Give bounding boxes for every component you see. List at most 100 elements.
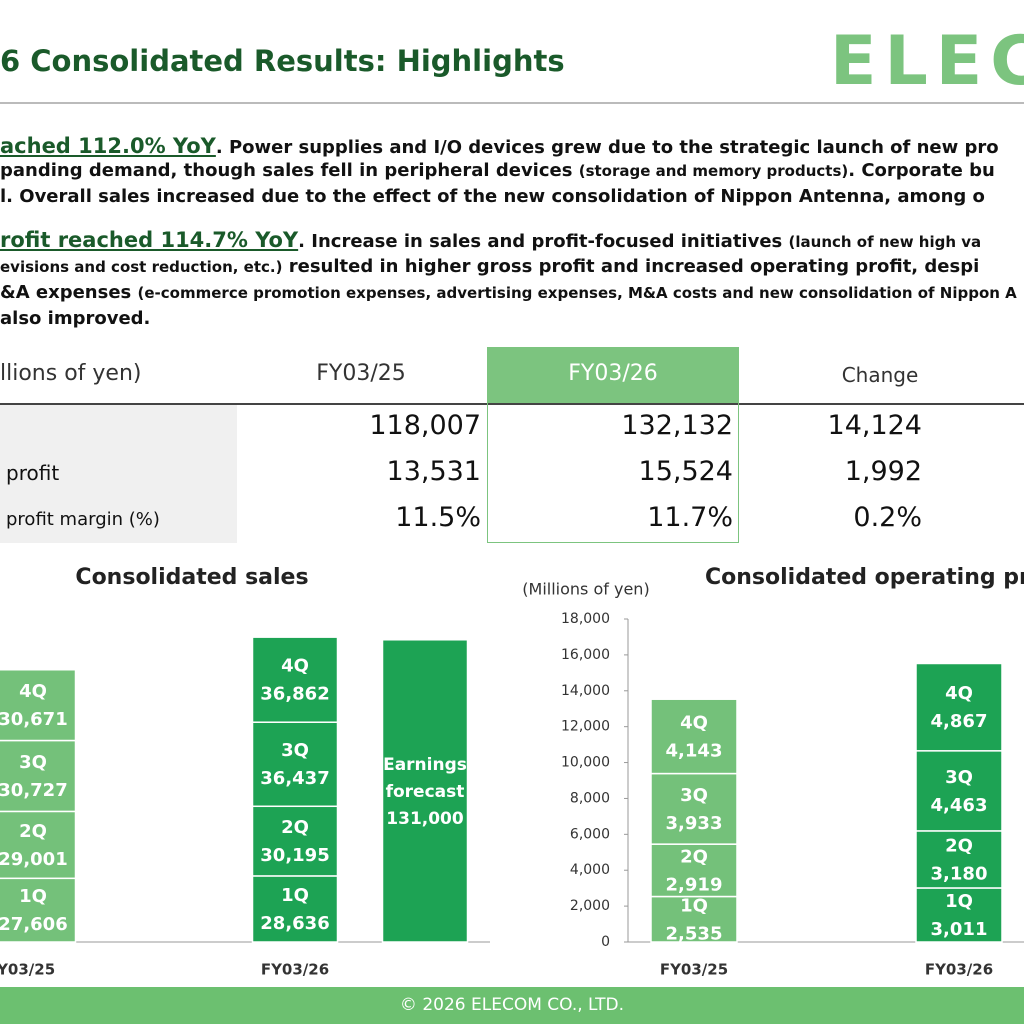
y-tick-label: 4,000 xyxy=(570,862,610,878)
chart-title: Consolidated sales xyxy=(75,565,308,590)
row-label: profit xyxy=(6,461,60,485)
bullet-line: rofit reached 114.7% YoY. Increase in sa… xyxy=(0,228,981,252)
data-label: 4,867 xyxy=(931,711,988,732)
data-label: 2,919 xyxy=(666,874,723,895)
segment-name: 3Q xyxy=(945,767,973,788)
text: resulted in higher gross profit and incr… xyxy=(282,256,980,277)
segment-name: 3Q xyxy=(19,752,47,773)
text: (launch of new high va xyxy=(788,233,982,251)
bar-segment xyxy=(915,887,1003,943)
bar-segment xyxy=(915,750,1003,832)
bar-segment xyxy=(0,877,77,943)
table-header: FY03/25 xyxy=(316,361,406,386)
y-tick-label: 6,000 xyxy=(570,826,610,842)
segment-name: 2Q xyxy=(945,835,973,856)
table-cell: 11.7% xyxy=(647,502,733,533)
bar-segment xyxy=(915,662,1003,752)
segment-name: 3Q xyxy=(680,785,708,806)
segment-name: 4Q xyxy=(19,681,47,702)
bullet-line: &A expenses (e-commerce promotion expens… xyxy=(0,282,1017,303)
divider xyxy=(0,102,1024,104)
data-label: 3,180 xyxy=(931,863,988,884)
text: l. Overall sales increased due to the ef… xyxy=(0,186,985,207)
text: also improved. xyxy=(0,308,151,329)
bullet-line: evisions and cost reduction, etc.) resul… xyxy=(0,256,979,277)
table-header: FY03/26 xyxy=(568,361,658,386)
highlight: rofit reached 114.7% YoY xyxy=(0,228,299,252)
footer: © 2026 ELECOM CO., LTD. xyxy=(0,987,1024,1024)
y-tick-label: 18,000 xyxy=(561,611,610,627)
y-tick-label: 14,000 xyxy=(561,683,610,699)
data-label: 3,933 xyxy=(666,813,723,834)
segment-name: 1Q xyxy=(680,895,708,916)
table-header: Change xyxy=(841,363,919,387)
data-label: 29,001 xyxy=(0,849,68,870)
y-tick-label: 8,000 xyxy=(570,790,610,806)
text: (storage and memory products) xyxy=(578,162,849,180)
data-label: 131,000 xyxy=(386,808,464,829)
table-cell: 118,007 xyxy=(369,410,481,441)
table-cell: 11.5% xyxy=(395,502,481,533)
segment-name: 1Q xyxy=(19,886,47,907)
bullet-line: also improved. xyxy=(0,308,150,329)
segment-name: 2Q xyxy=(281,817,309,838)
data-label: 2,535 xyxy=(666,923,723,944)
text: panding demand, though sales fell in per… xyxy=(0,160,579,181)
table-cell: 132,132 xyxy=(621,410,733,441)
text: evisions and cost reduction, etc.) xyxy=(0,258,283,276)
segment-name: 4Q xyxy=(945,683,973,704)
bar-segment xyxy=(0,810,77,880)
y-tick-label: 2,000 xyxy=(570,898,610,914)
segment-name: 2Q xyxy=(19,821,47,842)
text: . Increase in sales and profit-focused i… xyxy=(298,231,789,252)
table-cell: 15,524 xyxy=(638,456,733,487)
text: . Corporate bu xyxy=(848,160,995,181)
bar-segment xyxy=(251,805,339,877)
logo: ELEC xyxy=(830,22,1024,101)
text: &A expenses xyxy=(0,282,138,303)
highlight-header xyxy=(487,347,739,403)
highlight-column xyxy=(487,347,739,543)
data-label: 27,606 xyxy=(0,914,68,935)
segment-name: 3Q xyxy=(281,740,309,761)
segment-name: 2Q xyxy=(680,846,708,867)
table-header: llions of yen) xyxy=(0,361,142,386)
bar-segment xyxy=(650,698,738,775)
table-rule xyxy=(0,403,1024,405)
x-tick-label: FY03/25 xyxy=(0,961,55,979)
x-tick-label: FY03/25 xyxy=(660,961,728,979)
bar-segment xyxy=(915,830,1003,889)
data-label: 30,727 xyxy=(0,780,68,801)
y-tick-label: 12,000 xyxy=(561,719,610,735)
segment-name: 1Q xyxy=(945,891,973,912)
segment-name: Earnings forecast xyxy=(383,754,467,802)
bar-segment xyxy=(0,739,77,813)
x-tick-label: FY03/26 xyxy=(925,961,993,979)
y-tick-label: 0 xyxy=(601,934,610,950)
segment-name: 4Q xyxy=(680,712,708,733)
data-label: 3,011 xyxy=(931,919,988,940)
y-axis-label: (Millions of yen) xyxy=(522,580,649,599)
bullet-line: panding demand, though sales fell in per… xyxy=(0,160,995,181)
bar-segment xyxy=(381,639,469,943)
slide-title: 6 Consolidated Results: Highlights xyxy=(0,44,565,78)
bar-segment xyxy=(650,772,738,845)
bar-segment xyxy=(0,668,77,742)
segment-name: 4Q xyxy=(281,656,309,677)
bar-segment xyxy=(251,636,339,723)
data-label: 30,671 xyxy=(0,709,68,730)
y-tick-label: 16,000 xyxy=(561,647,610,663)
highlight: ached 112.0% YoY xyxy=(0,134,216,158)
segment-name: 1Q xyxy=(281,885,309,906)
bar-segment xyxy=(251,875,339,943)
bullet-line: l. Overall sales increased due to the ef… xyxy=(0,186,985,207)
data-label: 4,143 xyxy=(666,740,723,761)
bullet-line: ached 112.0% YoY. Power supplies and I/O… xyxy=(0,134,999,158)
table-cell: 1,992 xyxy=(844,456,922,487)
chart-title: Consolidated operating pr xyxy=(705,565,1024,590)
text: (e-commerce promotion expenses, advertis… xyxy=(137,284,1017,302)
data-label: 36,862 xyxy=(260,684,329,705)
table-cell: 14,124 xyxy=(827,410,922,441)
